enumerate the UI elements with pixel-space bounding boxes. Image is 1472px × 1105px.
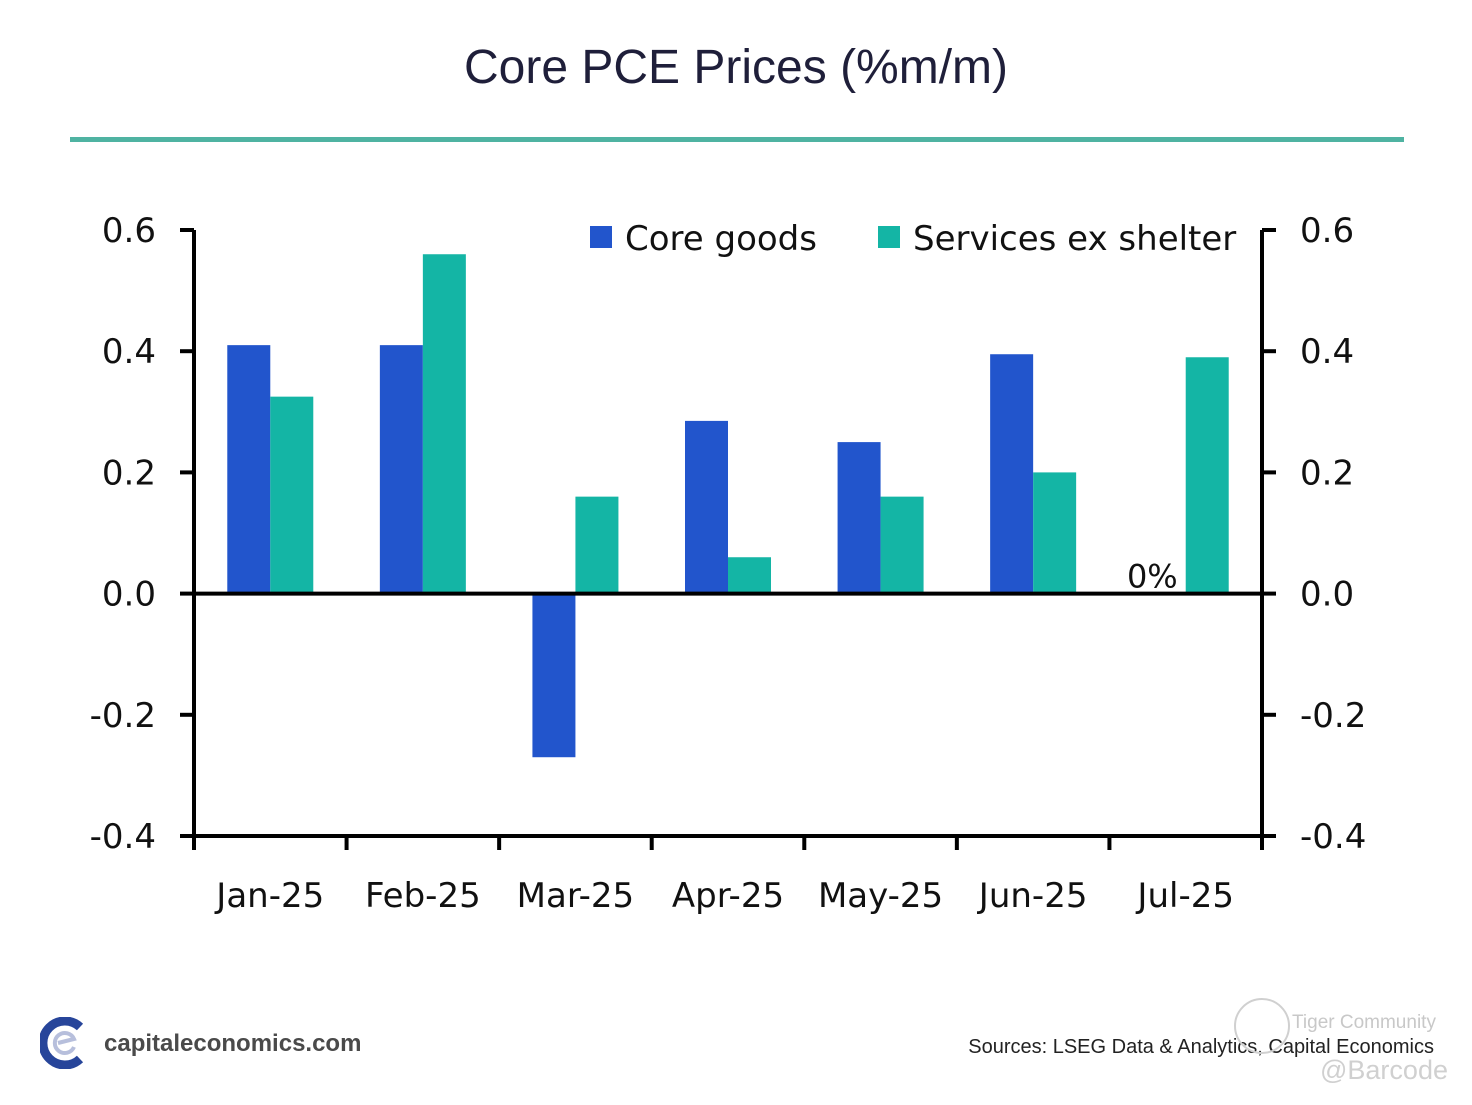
chart-title: Core PCE Prices (%m/m) <box>463 41 1009 94</box>
y-tick-label-right: 0.4 <box>1300 332 1354 372</box>
watermark-community: Tiger Community <box>1292 1012 1436 1033</box>
bar-services-ex-shelter-mar-25 <box>575 496 619 594</box>
y-tick-label-right: 0.2 <box>1300 453 1354 493</box>
x-tick-label: Jul-25 <box>1135 876 1234 916</box>
legend-label-0: Core goods <box>625 219 817 259</box>
brand-website: capitaleconomics.com <box>104 1030 362 1057</box>
bar-services-ex-shelter-jul-25 <box>1185 357 1229 594</box>
bar-core-goods-jan-25 <box>227 345 271 594</box>
y-tick-label-right: -0.2 <box>1300 696 1366 736</box>
watermark-tiger-icon <box>1234 998 1290 1054</box>
x-tick-label: May-25 <box>818 876 943 916</box>
y-tick-label-right: 0.6 <box>1300 211 1354 251</box>
x-tick-label: Jun-25 <box>977 876 1088 916</box>
y-tick-label-left: 0.2 <box>102 453 156 493</box>
y-tick-label-right: -0.4 <box>1300 817 1366 857</box>
legend-swatch-1 <box>878 226 900 248</box>
x-tick-label: Mar-25 <box>517 876 635 916</box>
data-label-annotation: 0% <box>1127 558 1178 596</box>
bar-services-ex-shelter-may-25 <box>880 496 924 594</box>
x-tick-label: Jan-25 <box>214 876 324 916</box>
bar-core-goods-feb-25 <box>379 345 423 594</box>
y-tick-label-left: 0.0 <box>102 575 156 615</box>
y-tick-label-right: 0.0 <box>1300 575 1354 615</box>
y-tick-label-left: -0.4 <box>90 817 156 857</box>
legend-label-1: Services ex shelter <box>913 219 1236 259</box>
bar-core-goods-may-25 <box>837 442 881 594</box>
bar-core-goods-apr-25 <box>685 420 728 594</box>
y-tick-label-left: 0.4 <box>102 332 156 372</box>
sources-note: Sources: LSEG Data & Analytics, Capital … <box>968 1036 1434 1058</box>
x-tick-label: Feb-25 <box>365 876 481 916</box>
title-divider <box>70 137 1404 142</box>
bar-services-ex-shelter-apr-25 <box>728 557 771 594</box>
legend-swatch-0 <box>590 226 612 248</box>
x-tick-label: Apr-25 <box>672 876 784 916</box>
capital-economics-logo-icon <box>40 1017 84 1069</box>
bar-services-ex-shelter-jan-25 <box>270 396 314 594</box>
y-tick-label-left: -0.2 <box>90 696 156 736</box>
bar-services-ex-shelter-feb-25 <box>422 254 466 594</box>
y-tick-label-left: 0.6 <box>102 211 156 251</box>
bar-chart: 0.6 0.6 0.4 0.4 0.2 0.2 0.0 0.0 -0.2 -0.2 -0.4 -0.4… <box>90 211 1367 916</box>
bar-core-goods-mar-25 <box>532 593 576 758</box>
bar-services-ex-shelter-jun-25 <box>1033 472 1077 594</box>
bar-core-goods-jun-25 <box>990 354 1034 594</box>
watermark-handle: @Barcode <box>1320 1055 1448 1085</box>
